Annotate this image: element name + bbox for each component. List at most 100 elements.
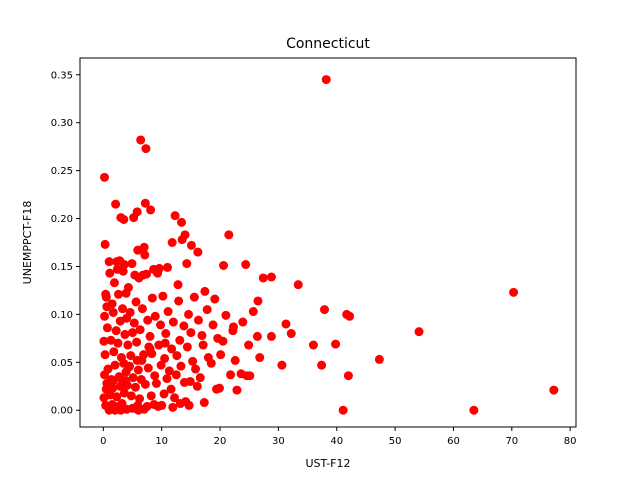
y-tick-label: 0.15 [51, 262, 73, 273]
data-point [197, 330, 207, 340]
data-point [139, 404, 149, 414]
data-point [160, 353, 170, 363]
data-point [132, 355, 142, 365]
data-point [158, 291, 168, 301]
data-point [184, 309, 194, 319]
data-point [228, 326, 238, 336]
data-point [120, 330, 130, 340]
data-point [159, 389, 169, 399]
data-point [107, 299, 117, 309]
data-point [100, 172, 110, 182]
data-point [255, 353, 265, 363]
data-point [167, 344, 177, 354]
data-point [163, 307, 173, 317]
data-point [374, 354, 384, 364]
data-point [199, 398, 209, 408]
data-point [244, 340, 254, 350]
data-point [242, 371, 252, 381]
data-point [319, 305, 329, 315]
data-point [202, 305, 212, 315]
data-point [210, 294, 220, 304]
data-point [286, 329, 296, 339]
data-point [119, 260, 129, 270]
data-point [122, 313, 132, 323]
data-point [113, 338, 123, 348]
data-point [345, 311, 355, 321]
data-point [188, 356, 198, 366]
data-point [109, 347, 119, 357]
x-tick-label: 0 [100, 436, 106, 447]
data-point [143, 315, 153, 325]
data-point [266, 272, 276, 282]
data-point [331, 339, 341, 349]
data-point [182, 259, 192, 269]
data-point [127, 259, 137, 269]
data-point [179, 377, 189, 387]
data-point [469, 405, 479, 415]
data-point [128, 328, 138, 338]
data-point [218, 336, 228, 346]
data-point [145, 331, 155, 341]
data-point [172, 351, 182, 361]
data-point [123, 340, 133, 350]
y-axis-label: UNEMPPCT-F18 [21, 201, 34, 285]
data-point [163, 262, 173, 272]
data-point [321, 75, 331, 85]
data-point [252, 331, 262, 341]
data-point [241, 260, 251, 270]
data-point [208, 320, 218, 330]
data-point [167, 238, 177, 247]
data-point [132, 337, 142, 347]
data-point [175, 335, 185, 345]
data-point [150, 371, 160, 381]
data-point [115, 381, 125, 391]
x-tick-label: 50 [389, 436, 402, 447]
y-tick-label: 0.25 [51, 166, 73, 177]
data-point [130, 382, 140, 392]
data-point [414, 327, 424, 337]
data-point [150, 311, 160, 321]
data-point [104, 257, 114, 267]
data-point [109, 278, 119, 288]
data-point [100, 311, 110, 321]
data-point [125, 361, 135, 371]
data-point [206, 358, 216, 368]
data-point [131, 297, 141, 307]
data-point [133, 365, 143, 375]
data-point [135, 325, 145, 335]
y-tick-label: 0.10 [51, 310, 73, 321]
data-point [162, 374, 172, 384]
data-point [192, 381, 202, 391]
data-point [100, 350, 110, 360]
y-tick-label: 0.00 [51, 406, 73, 417]
data-point [191, 364, 201, 374]
data-point [128, 373, 138, 383]
data-point [238, 317, 248, 327]
data-point [258, 273, 268, 283]
data-point [143, 363, 153, 373]
data-point [176, 361, 186, 371]
data-point [216, 350, 226, 360]
data-point [108, 307, 118, 317]
data-point [145, 344, 155, 354]
x-tick-label: 10 [155, 436, 168, 447]
data-point [146, 391, 156, 401]
data-point [146, 205, 156, 215]
x-tick-label: 40 [330, 436, 343, 447]
x-tick-label: 20 [214, 436, 227, 447]
data-point [119, 214, 129, 224]
data-point [232, 385, 242, 395]
data-point [214, 383, 224, 393]
data-point [168, 317, 178, 327]
data-point [193, 315, 203, 325]
data-point [118, 304, 128, 314]
data-point [100, 239, 110, 249]
x-axis-label: UST-F12 [305, 457, 350, 470]
data-point [343, 371, 353, 381]
data-point [193, 247, 203, 257]
data-point [101, 292, 111, 302]
data-point [195, 373, 205, 383]
data-point [179, 321, 189, 331]
